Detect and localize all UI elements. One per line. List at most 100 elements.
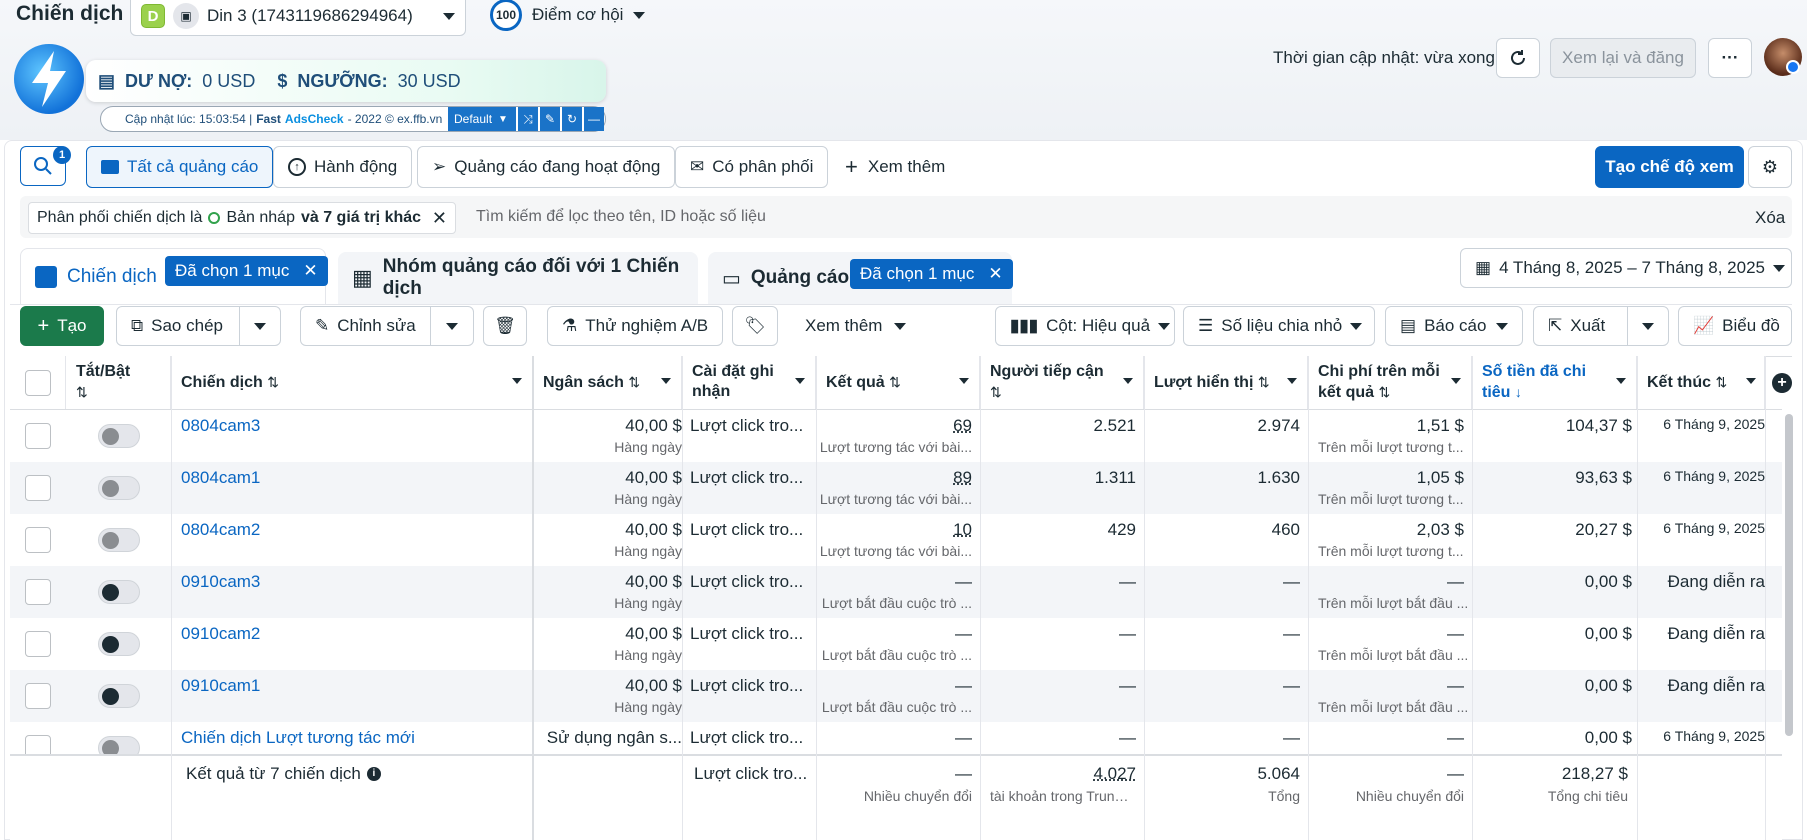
table-row[interactable]: 0910cam3 40,00 $ Hàng ngày Lượt click tr… xyxy=(10,566,1782,618)
header-results[interactable]: Kết quả ⇅ xyxy=(816,356,980,410)
export-button[interactable]: ⇱ Xuất xyxy=(1533,306,1628,346)
edit-dropdown[interactable] xyxy=(430,306,474,346)
table-row[interactable]: Chiến dịch Lượt tương tác mới Sử dụng ng… xyxy=(10,722,1782,754)
row-toggle[interactable] xyxy=(98,424,140,448)
refresh-button[interactable] xyxy=(1496,38,1540,78)
edit-icon[interactable]: ✎ xyxy=(540,107,560,131)
row-checkbox[interactable] xyxy=(25,579,51,605)
row-toggle[interactable] xyxy=(98,580,140,604)
vertical-scrollbar[interactable] xyxy=(1785,414,1793,736)
campaign-name-link[interactable]: 0804cam1 xyxy=(181,468,261,487)
header-ends[interactable]: Kết thúc ⇅ xyxy=(1637,356,1765,410)
see-more-filters[interactable]: + Xem thêm xyxy=(845,146,945,188)
date-range-picker[interactable]: ▦ 4 Tháng 8, 2025 – 7 Tháng 8, 2025 xyxy=(1460,248,1792,288)
campaign-name-link[interactable]: 0910cam3 xyxy=(181,572,261,591)
budget-value[interactable]: 40,00 $ xyxy=(625,468,682,487)
filter-chip[interactable]: Phân phối chiến dịch là Bản nháp và 7 gi… xyxy=(28,202,456,234)
select-all-checkbox[interactable] xyxy=(25,370,51,396)
close-icon[interactable]: ✕ xyxy=(431,207,447,228)
row-toggle[interactable] xyxy=(98,632,140,656)
actions-button[interactable]: ↑ Hành động xyxy=(273,146,413,188)
all-ads-button[interactable]: Tất cả quảng cáo xyxy=(86,146,274,188)
row-checkbox[interactable] xyxy=(25,683,51,709)
campaign-name-link[interactable]: 0910cam1 xyxy=(181,676,261,695)
table-row[interactable]: 0804cam1 40,00 $ Hàng ngày Lượt click tr… xyxy=(10,462,1782,514)
header-attribution-label: Cài đặt ghi nhận xyxy=(692,363,774,400)
header-reach[interactable]: Người tiếp cận ⇅ xyxy=(980,356,1144,410)
active-ads-button[interactable]: ➢ Quảng cáo đang hoạt động xyxy=(417,146,676,188)
cost-per-result-type: Trên mỗi lượt tương t... xyxy=(1318,491,1464,507)
copy-dropdown[interactable] xyxy=(239,306,281,346)
header-budget[interactable]: Ngân sách ⇅ xyxy=(533,356,682,410)
row-checkbox[interactable] xyxy=(25,527,51,553)
campaign-name-link[interactable]: 0804cam3 xyxy=(181,416,261,435)
review-publish-button[interactable]: Xem lại và đăng xyxy=(1550,38,1696,78)
row-toggle[interactable] xyxy=(98,736,140,754)
account-selector[interactable]: D ▣ Din 3 (1743119686294964) xyxy=(130,0,466,36)
budget-value[interactable]: 40,00 $ xyxy=(625,572,682,591)
minimize-icon[interactable]: — xyxy=(584,107,604,131)
budget-value[interactable]: 40,00 $ xyxy=(625,416,682,435)
row-toggle[interactable] xyxy=(98,476,140,500)
budget-value[interactable]: 40,00 $ xyxy=(625,624,682,643)
header-campaign[interactable]: Chiến dịch ⇅ xyxy=(171,356,533,410)
column-divider xyxy=(532,356,534,840)
table-row[interactable]: 0910cam1 40,00 $ Hàng ngày Lượt click tr… xyxy=(10,670,1782,722)
more-button[interactable]: ··· xyxy=(1708,38,1752,78)
edit-button[interactable]: ✎ Chỉnh sửa xyxy=(300,306,431,346)
export-dropdown[interactable] xyxy=(1627,306,1669,346)
charts-button[interactable]: 📈 Biểu đồ xyxy=(1678,306,1792,346)
delete-button[interactable]: 🗑 xyxy=(483,306,527,346)
view-settings-button[interactable]: ⚙ xyxy=(1748,146,1792,188)
filter-search-input[interactable]: Tìm kiếm để lọc theo tên, ID hoặc số liệ… xyxy=(476,208,766,225)
create-view-button[interactable]: Tạo chế độ xem xyxy=(1595,146,1744,188)
header-cost-per-result[interactable]: Chi phí trên mỗi kết quả ⇅ xyxy=(1308,356,1472,410)
row-checkbox[interactable] xyxy=(25,735,51,754)
opportunity-score[interactable]: 100 Điểm cơ hội xyxy=(490,0,646,31)
header-toggle[interactable]: Tắt/Bật ⇅ xyxy=(66,356,171,410)
header-amount-spent[interactable]: Số tiền đã chi tiêu ↓ xyxy=(1472,356,1637,410)
row-checkbox[interactable] xyxy=(25,423,51,449)
tag-button[interactable]: 🏷 xyxy=(732,306,778,346)
ads-selected-pill[interactable]: Đã chọn 1 mục ✕ xyxy=(850,259,1013,289)
ab-test-button[interactable]: ⚗ Thử nghiệm A/B xyxy=(547,306,723,346)
budget-value[interactable]: 40,00 $ xyxy=(625,676,682,695)
sync-icon[interactable]: ↻ xyxy=(562,107,582,131)
facebook-icon xyxy=(1786,60,1800,74)
budget-value[interactable]: Sử dụng ngân s... xyxy=(546,728,682,747)
copy-button[interactable]: ⧉ Sao chép xyxy=(116,306,240,346)
header-impressions[interactable]: Lượt hiển thị ⇅ xyxy=(1144,356,1308,410)
add-column-button[interactable]: + xyxy=(1772,373,1792,393)
campaign-name-link[interactable]: 0910cam2 xyxy=(181,624,261,643)
budget-value[interactable]: 40,00 $ xyxy=(625,520,682,539)
row-toggle[interactable] xyxy=(98,528,140,552)
table-row[interactable]: 0910cam2 40,00 $ Hàng ngày Lượt click tr… xyxy=(10,618,1782,670)
close-icon[interactable]: ✕ xyxy=(988,264,1003,283)
header-attribution[interactable]: Cài đặt ghi nhận xyxy=(682,356,816,410)
toolbar-see-more[interactable]: Xem thêm xyxy=(805,306,907,346)
info-icon[interactable]: i xyxy=(366,767,381,781)
breakdown-icon: ☰ xyxy=(1198,316,1214,335)
create-button[interactable]: + Tạo xyxy=(20,306,104,346)
breakdown-button[interactable]: ☰ Số liệu chia nhỏ xyxy=(1183,306,1375,346)
has-delivery-button[interactable]: ✉ Có phân phối xyxy=(675,146,829,188)
header-cpr-label: Chi phí trên mỗi kết quả xyxy=(1318,363,1440,401)
results-value: — xyxy=(955,624,972,643)
campaign-name-link[interactable]: Chiến dịch Lượt tương tác mới xyxy=(181,728,415,747)
columns-button[interactable]: ▮▮▮ Cột: Hiệu quả xyxy=(995,306,1175,346)
row-toggle[interactable] xyxy=(98,684,140,708)
campaigns-selected-pill[interactable]: Đã chọn 1 mục ✕ xyxy=(165,256,328,286)
table-row[interactable]: 0804cam3 40,00 $ Hàng ngày Lượt click tr… xyxy=(10,410,1782,462)
row-checkbox[interactable] xyxy=(25,631,51,657)
cost-per-result-value: 2,03 $ xyxy=(1416,520,1464,539)
tab-adsets[interactable]: ▦ Nhóm quảng cáo đối với 1 Chiến dịch xyxy=(338,252,698,304)
clear-filters[interactable]: Xóa xyxy=(1755,208,1786,227)
table-row[interactable]: 0804cam2 40,00 $ Hàng ngày Lượt click tr… xyxy=(10,514,1782,566)
close-icon[interactable]: ✕ xyxy=(303,261,318,280)
campaign-name-link[interactable]: 0804cam2 xyxy=(181,520,261,539)
profile-select[interactable]: Default ▼ xyxy=(448,107,516,131)
summary-impressions: 5.064 xyxy=(1257,764,1300,783)
row-checkbox[interactable] xyxy=(25,475,51,501)
shuffle-icon[interactable]: ⤨ xyxy=(518,107,538,131)
reports-button[interactable]: ▤ Báo cáo xyxy=(1385,306,1523,346)
